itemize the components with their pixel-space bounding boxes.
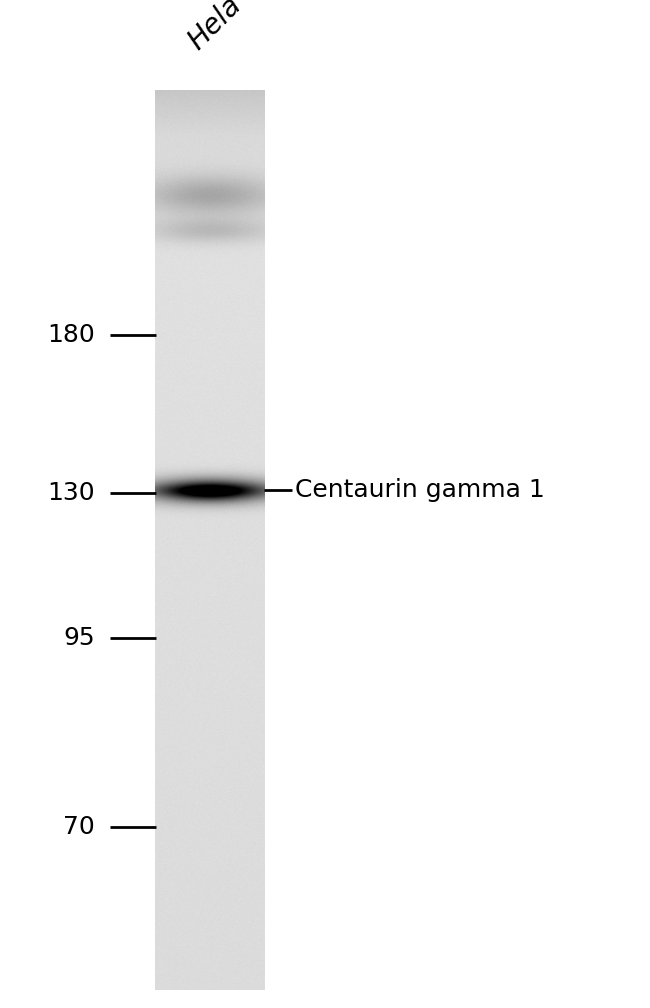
Text: 180: 180: [47, 323, 95, 347]
Text: Centaurin gamma 1: Centaurin gamma 1: [295, 478, 545, 502]
Text: 130: 130: [47, 481, 95, 505]
Text: 95: 95: [64, 626, 95, 650]
Text: Hela: Hela: [183, 0, 247, 55]
Text: 70: 70: [63, 815, 95, 839]
